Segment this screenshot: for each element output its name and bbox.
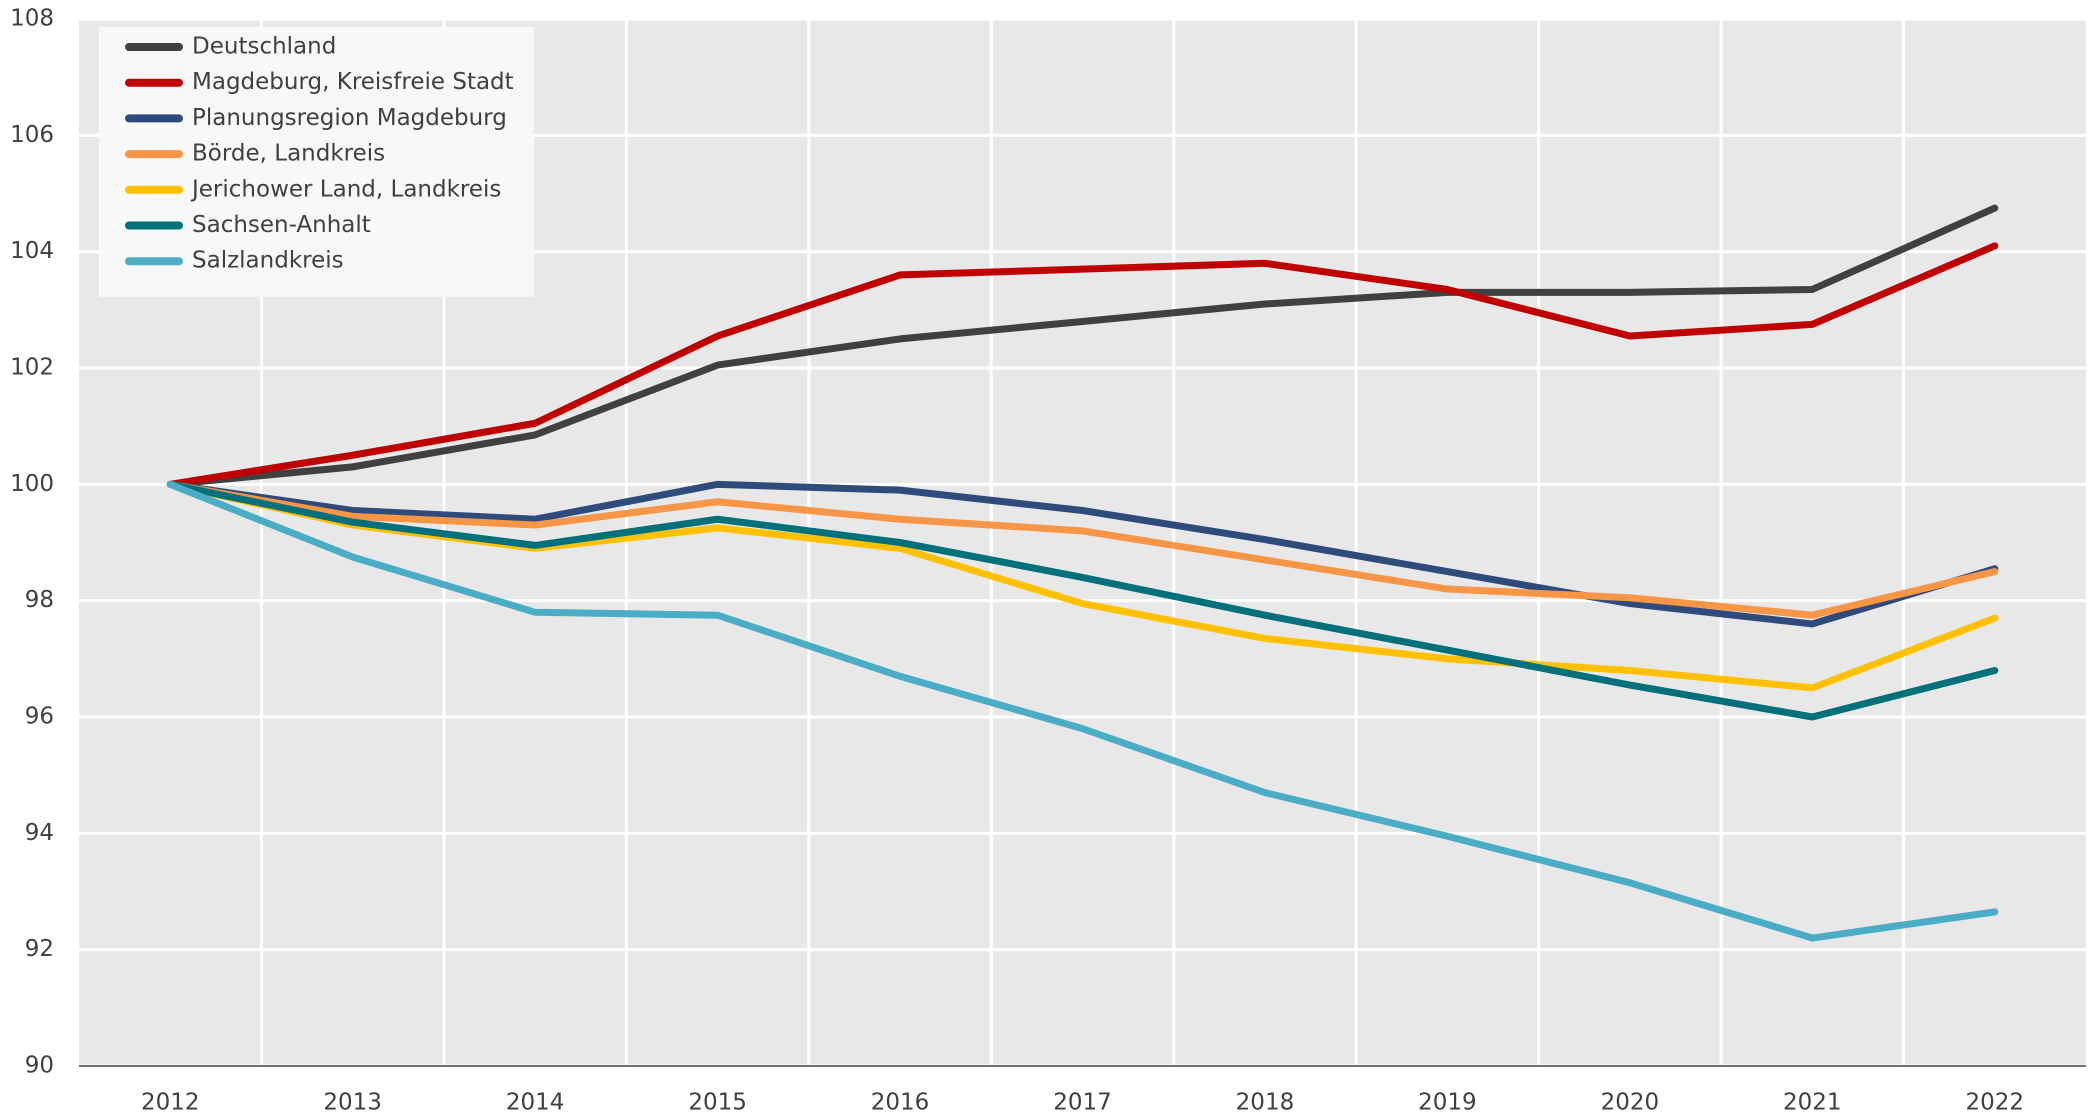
legend-label: Jerichower Land, Landkreis: [190, 176, 501, 202]
y-tick-label: 94: [25, 820, 54, 846]
y-tick-label: 92: [25, 936, 54, 962]
x-tick-label: 2020: [1601, 1090, 1660, 1116]
x-tick-label: 2022: [1965, 1090, 2024, 1116]
line-series: [166, 480, 1999, 619]
line-series: [166, 242, 1999, 488]
y-tick-label: 90: [25, 1053, 54, 1079]
legend-label: Planungsregion Magdeburg: [192, 105, 507, 131]
legend-label: Salzlandkreis: [192, 248, 344, 274]
line-series: [166, 204, 1999, 488]
line-series: [166, 480, 1999, 942]
x-tick-label: 2021: [1783, 1090, 1842, 1116]
y-tick-label: 96: [25, 704, 54, 730]
line-series: [166, 480, 1999, 628]
legend-label: Börde, Landkreis: [192, 141, 385, 167]
x-tick-label: 2012: [141, 1090, 200, 1116]
y-tick-label: 108: [10, 6, 54, 32]
legend-label: Sachsen-Anhalt: [192, 212, 371, 238]
line-series: [166, 480, 1999, 721]
y-tick-label: 98: [25, 587, 54, 613]
x-tick-label: 2017: [1053, 1090, 1112, 1116]
y-tick-label: 106: [10, 122, 54, 148]
legend-label: Deutschland: [192, 34, 336, 60]
y-tick-label: 100: [10, 471, 54, 497]
x-tick-label: 2014: [506, 1090, 565, 1116]
y-tick-label: 104: [10, 238, 54, 264]
x-tick-label: 2013: [323, 1090, 382, 1116]
x-tick-label: 2015: [688, 1090, 747, 1116]
x-tick-label: 2016: [871, 1090, 930, 1116]
legend-box: [99, 27, 534, 297]
x-tick-label: 2019: [1418, 1090, 1477, 1116]
y-tick-label: 102: [10, 355, 54, 381]
legend-label: Magdeburg, Kreisfreie Stadt: [192, 69, 514, 95]
x-tick-label: 2018: [1236, 1090, 1295, 1116]
